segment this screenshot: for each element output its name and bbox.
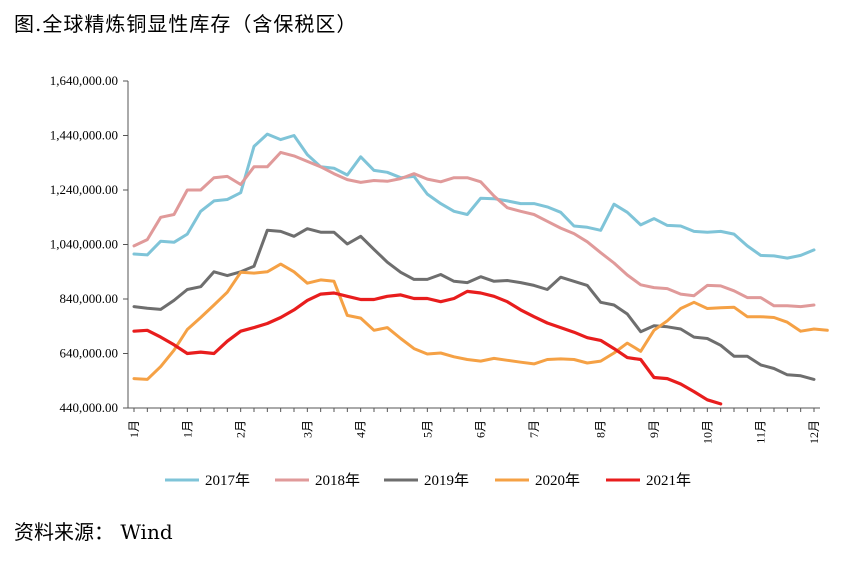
y-tick-label: 840,000.00	[60, 291, 119, 306]
x-tick-label: 3月	[300, 420, 314, 438]
series-lines	[132, 132, 829, 406]
legend-label-2020年: 2020年	[535, 472, 580, 489]
y-tick-label: 1,240,000.00	[50, 182, 118, 197]
y-tick-label: 640,000.00	[60, 346, 119, 361]
x-tick-label: 8月	[594, 420, 608, 438]
series-line-2021年	[132, 289, 723, 406]
legend-label-2019年: 2019年	[424, 472, 469, 489]
y-tick-label: 1,640,000.00	[50, 73, 118, 88]
y-tick-label: 440,000.00	[60, 400, 119, 415]
legend: 2017年 2018年 2019年 2020年 2021年	[165, 472, 691, 489]
series-line-2018年	[132, 150, 816, 309]
series-line-2019年	[132, 227, 816, 381]
x-tick-label: 6月	[474, 420, 488, 438]
x-tick-label: 2月	[234, 420, 248, 438]
x-tick-label: 9月	[647, 420, 661, 438]
chart-title: 图.全球精炼铜显性库存（含保税区）	[14, 12, 358, 36]
series-line-2020年	[132, 262, 829, 381]
legend-label-2021年: 2021年	[646, 472, 691, 489]
legend-label-2017年: 2017年	[205, 472, 250, 489]
y-tick-label: 1,040,000.00	[50, 237, 118, 252]
x-tick-label: 5月	[420, 420, 434, 438]
x-tick-label: 4月	[354, 420, 368, 438]
x-tick-label: 10月	[700, 420, 714, 444]
x-tick-label: 1月	[127, 420, 141, 438]
legend-label-2018年: 2018年	[315, 472, 360, 489]
source-note: 资料来源： Wind	[14, 520, 173, 544]
series-line-2017年	[132, 132, 816, 260]
y-tick-label: 1,440,000.00	[50, 128, 118, 143]
x-tick-label: 7月	[527, 420, 541, 438]
y-axis-ticks: 440,000.00 640,000.00 840,000.00 1,040,000.…	[50, 73, 128, 415]
x-tick-label: 12月	[807, 420, 821, 444]
x-tick-label: 1月	[180, 420, 194, 438]
x-tick-label: 11月	[754, 420, 768, 444]
x-axis-ticks: 1月 1月 2月 3月 4月 5月 6月 7月 8月 9月 10月 11月 12月	[127, 408, 821, 444]
